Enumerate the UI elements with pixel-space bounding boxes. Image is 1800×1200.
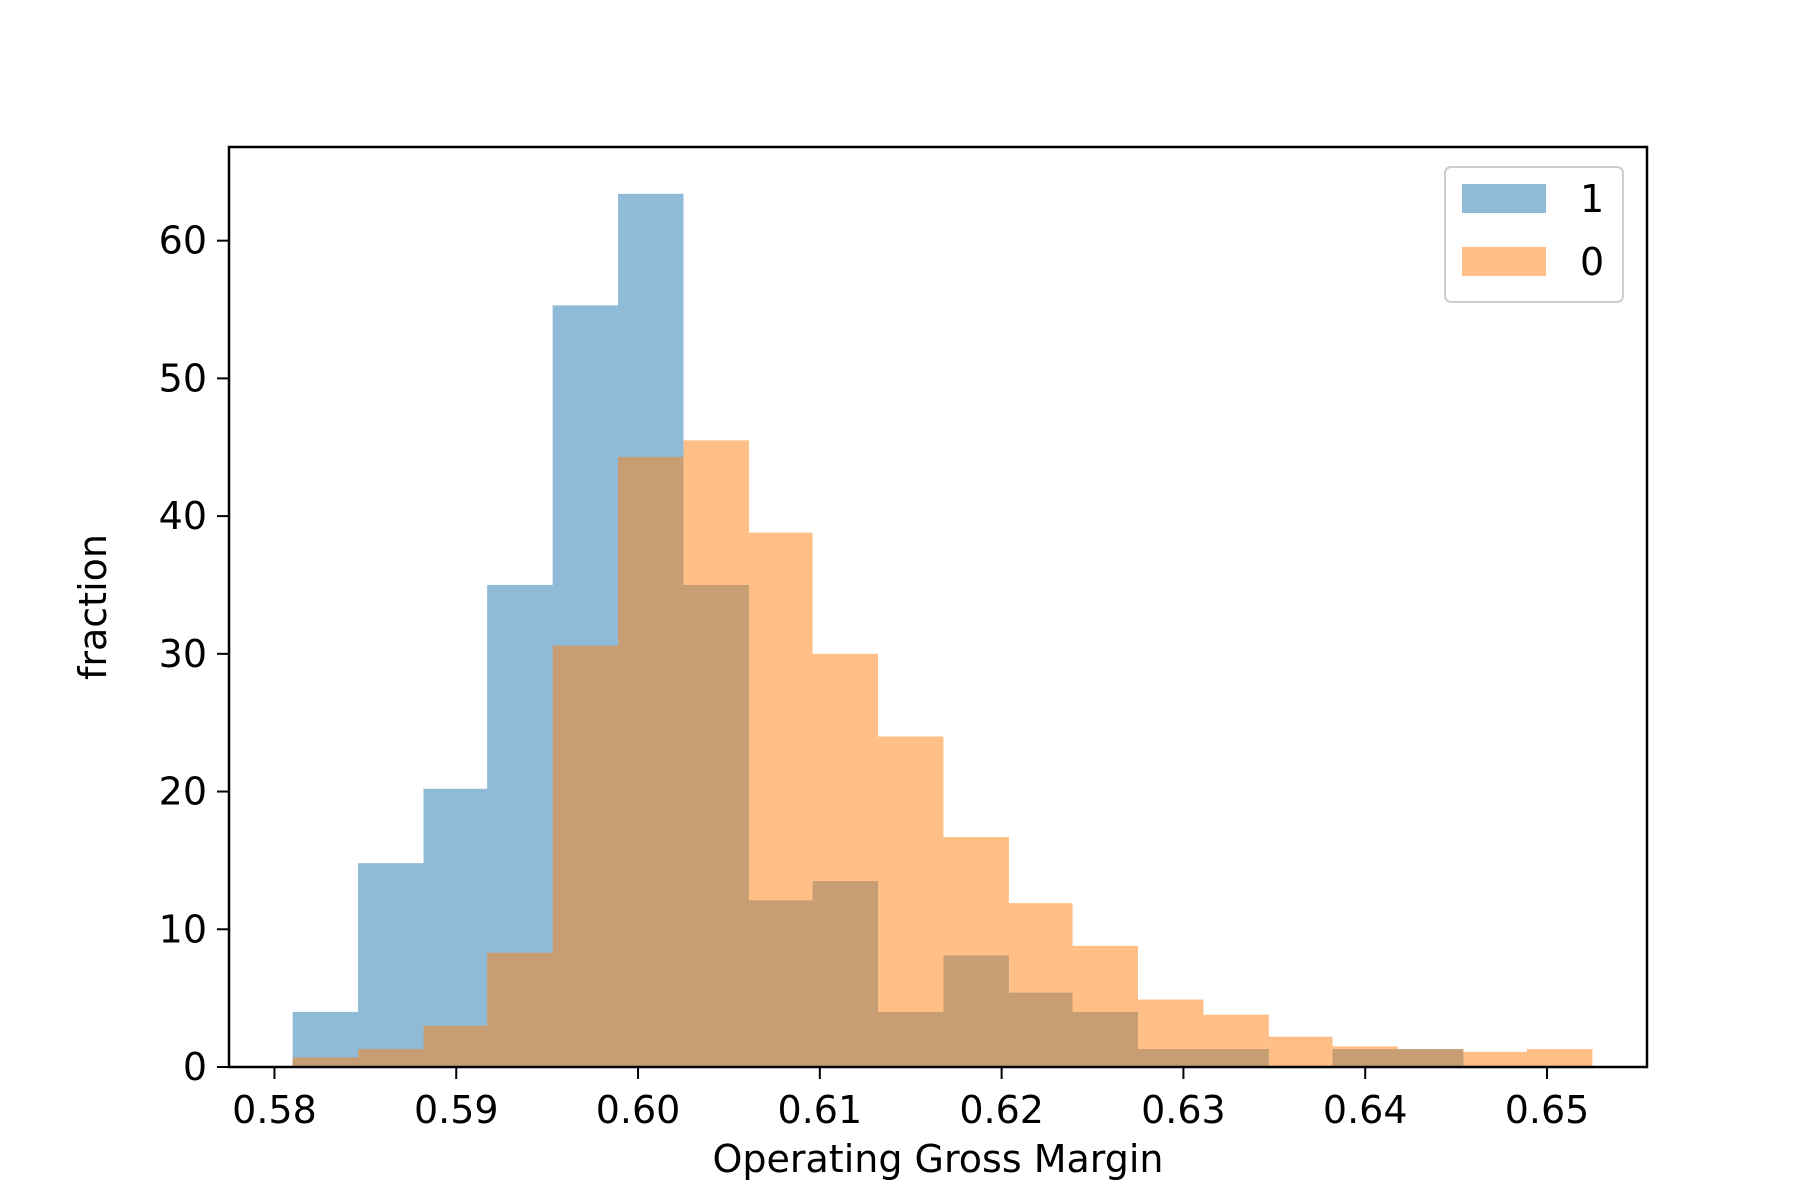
legend-swatch-1 [1462, 184, 1546, 213]
histogram-bar-series-0-bin-3 [487, 952, 553, 1067]
histogram-bar-series-0-bin-12 [1072, 945, 1138, 1067]
y-tick-label: 20 [159, 770, 207, 814]
histogram-bar-series-0-bin-13 [1137, 999, 1204, 1067]
histogram-bar-series-0-bin-6 [683, 440, 749, 1068]
histogram-bar-series-0-bin-1 [358, 1049, 424, 1067]
histogram-bar-series-0-bin-17 [1397, 1049, 1464, 1067]
y-tick-label: 0 [183, 1045, 207, 1089]
y-tick-label: 50 [159, 356, 207, 400]
histogram-bar-series-0-bin-5 [618, 456, 684, 1067]
histogram-bar-series-0-bin-19 [1527, 1049, 1593, 1067]
legend-label-1: 1 [1580, 177, 1604, 221]
y-tick-label: 60 [159, 219, 207, 263]
legend-label-0: 0 [1580, 240, 1604, 284]
histogram-bar-series-0-bin-18 [1463, 1051, 1528, 1067]
plot-area: 0.58 0.59 0.60 0.61 0.62 0.63 0.64 0.65 0102030… [159, 145, 1649, 1132]
histogram-bar-series-0-bin-9 [878, 736, 944, 1067]
x-tick-label: 0.62 [959, 1088, 1044, 1132]
bars [292, 193, 1593, 1068]
histogram-bar-series-0-bin-11 [1008, 903, 1073, 1067]
y-axis-label: fraction [71, 534, 115, 680]
x-tick-label: 0.59 [414, 1088, 499, 1132]
x-tick-label: 0.65 [1505, 1088, 1590, 1132]
y-tick-label: 10 [159, 907, 207, 951]
histogram-bar-series-1-bin-2 [423, 788, 488, 1067]
histogram-bar-series-0-bin-7 [748, 532, 813, 1067]
axes-frame [227, 145, 1649, 1069]
histogram-bar-series-0-bin-8 [812, 653, 879, 1067]
x-axis-ticks: 0.58 0.59 0.60 0.61 0.62 0.63 0.64 0.65 [232, 1067, 1589, 1132]
x-tick-label: 0.58 [232, 1088, 317, 1132]
histogram-bar-series-1-bin-1 [358, 863, 424, 1067]
y-axis-ticks: 0 10 20 30 40 50 60 [159, 219, 229, 1089]
histogram-bar-series-0-bin-10 [943, 837, 1009, 1067]
y-tick-label: 40 [159, 494, 207, 538]
y-tick-label: 30 [159, 632, 207, 676]
legend-swatch-0 [1462, 247, 1546, 276]
x-axis-label: Operating Gross Margin [712, 1137, 1163, 1181]
x-tick-label: 0.60 [596, 1088, 681, 1132]
histogram-bar-series-0-bin-2 [423, 1025, 488, 1067]
x-tick-label: 0.64 [1323, 1088, 1408, 1132]
histogram-bar-series-0-bin-4 [552, 645, 619, 1067]
histogram-bar-series-0-bin-16 [1332, 1046, 1398, 1067]
histogram-bar-series-0-bin-15 [1268, 1036, 1333, 1067]
x-tick-label: 0.63 [1141, 1088, 1226, 1132]
histogram-bar-series-0-bin-14 [1203, 1014, 1269, 1067]
legend: 10 [1444, 166, 1624, 303]
histogram-bar-series-0-bin-0 [292, 1057, 359, 1067]
x-tick-label: 0.61 [778, 1088, 863, 1132]
